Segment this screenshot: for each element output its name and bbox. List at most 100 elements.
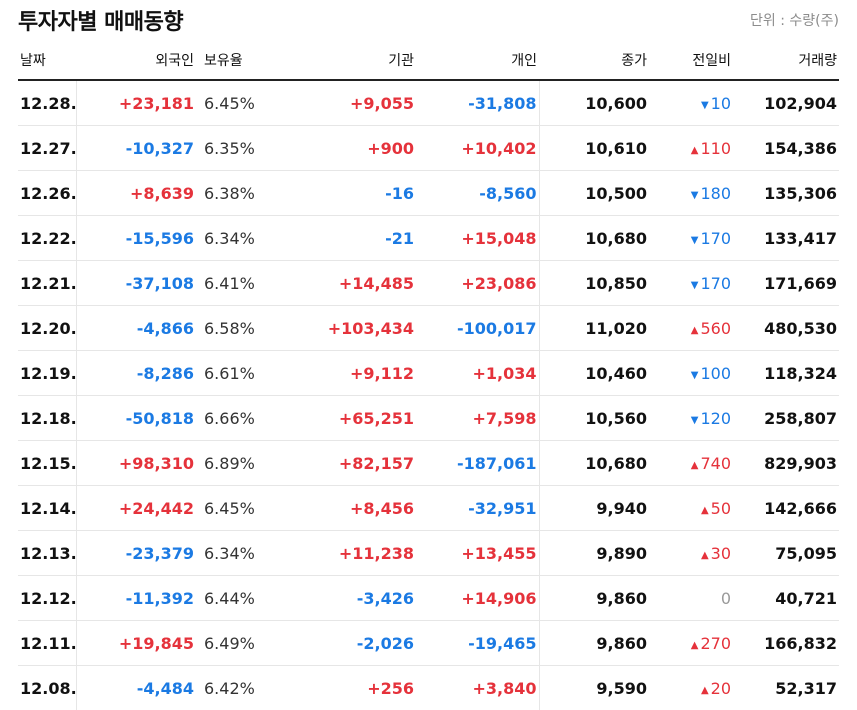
cell-date: 12.28. xyxy=(18,80,76,126)
triangle-up-icon: ▲ xyxy=(691,145,699,156)
cell-change: ▲50 xyxy=(649,486,733,531)
cell-date: 12.26. xyxy=(18,171,76,216)
cell-close: 10,560 xyxy=(539,396,649,441)
cell-close: 10,680 xyxy=(539,441,649,486)
cell-change: ▼170 xyxy=(649,261,733,306)
cell-date: 12.19. xyxy=(18,351,76,396)
cell-institution: +8,456 xyxy=(266,486,416,531)
cell-close: 10,680 xyxy=(539,216,649,261)
change-value: 180 xyxy=(700,184,731,203)
cell-date: 12.11. xyxy=(18,621,76,666)
cell-foreign: +24,442 xyxy=(76,486,200,531)
triangle-up-icon: ▲ xyxy=(701,550,709,561)
triangle-down-icon: ▼ xyxy=(691,280,699,291)
triangle-down-icon: ▼ xyxy=(691,415,699,426)
cell-foreign: +23,181 xyxy=(76,80,200,126)
cell-foreign: -11,392 xyxy=(76,576,200,621)
cell-close: 9,890 xyxy=(539,531,649,576)
cell-foreign: -8,286 xyxy=(76,351,200,396)
triangle-down-icon: ▼ xyxy=(691,190,699,201)
cell-date: 12.14. xyxy=(18,486,76,531)
cell-date: 12.13. xyxy=(18,531,76,576)
triangle-down-icon: ▼ xyxy=(691,235,699,246)
cell-foreign: -15,596 xyxy=(76,216,200,261)
cell-foreign: -4,866 xyxy=(76,306,200,351)
cell-change: ▲270 xyxy=(649,621,733,666)
cell-foreign: +19,845 xyxy=(76,621,200,666)
cell-holding: 6.34% xyxy=(200,216,266,261)
cell-volume: 166,832 xyxy=(733,621,839,666)
cell-individual: -8,560 xyxy=(416,171,539,216)
panel-title: 투자자별 매매동향 xyxy=(18,4,183,36)
triangle-up-icon: ▲ xyxy=(691,460,699,471)
cell-foreign: +8,639 xyxy=(76,171,200,216)
unit-label: 단위 : 수량(주) xyxy=(750,10,839,30)
cell-close: 11,020 xyxy=(539,306,649,351)
cell-date: 12.12. xyxy=(18,576,76,621)
investor-trading-table: 날짜 외국인 보유율 기관 개인 종가 전일비 거래량 12.28.+23,18… xyxy=(18,41,839,710)
cell-foreign: -4,484 xyxy=(76,666,200,710)
cell-change: ▼180 xyxy=(649,171,733,216)
cell-institution: -16 xyxy=(266,171,416,216)
triangle-up-icon: ▲ xyxy=(691,325,699,336)
change-value: 120 xyxy=(700,409,731,428)
cell-change: ▲30 xyxy=(649,531,733,576)
cell-individual: -31,808 xyxy=(416,80,539,126)
cell-foreign: -37,108 xyxy=(76,261,200,306)
cell-individual: -100,017 xyxy=(416,306,539,351)
cell-close: 10,600 xyxy=(539,80,649,126)
change-value: 20 xyxy=(711,679,731,698)
cell-individual: +7,598 xyxy=(416,396,539,441)
cell-change: ▲20 xyxy=(649,666,733,710)
cell-close: 9,590 xyxy=(539,666,649,710)
cell-volume: 829,903 xyxy=(733,441,839,486)
header-individual: 개인 xyxy=(416,41,539,80)
cell-institution: +103,434 xyxy=(266,306,416,351)
cell-individual: +15,048 xyxy=(416,216,539,261)
cell-change: 0 xyxy=(649,576,733,621)
cell-close: 9,860 xyxy=(539,576,649,621)
cell-close: 9,940 xyxy=(539,486,649,531)
cell-institution: +900 xyxy=(266,126,416,171)
change-value: 50 xyxy=(711,499,731,518)
triangle-up-icon: ▲ xyxy=(691,640,699,651)
change-value: 560 xyxy=(700,319,731,338)
cell-individual: +10,402 xyxy=(416,126,539,171)
change-value: 270 xyxy=(700,634,731,653)
cell-holding: 6.61% xyxy=(200,351,266,396)
cell-holding: 6.89% xyxy=(200,441,266,486)
change-value: 170 xyxy=(700,229,731,248)
cell-institution: +65,251 xyxy=(266,396,416,441)
cell-change: ▼100 xyxy=(649,351,733,396)
cell-holding: 6.49% xyxy=(200,621,266,666)
cell-foreign: -10,327 xyxy=(76,126,200,171)
cell-volume: 135,306 xyxy=(733,171,839,216)
cell-volume: 52,317 xyxy=(733,666,839,710)
change-value: 0 xyxy=(721,589,731,608)
triangle-up-icon: ▲ xyxy=(701,505,709,516)
cell-individual: -187,061 xyxy=(416,441,539,486)
cell-individual: +1,034 xyxy=(416,351,539,396)
triangle-up-icon: ▲ xyxy=(701,685,709,696)
cell-volume: 480,530 xyxy=(733,306,839,351)
cell-volume: 102,904 xyxy=(733,80,839,126)
cell-individual: +13,455 xyxy=(416,531,539,576)
change-value: 170 xyxy=(700,274,731,293)
table-header-row: 날짜 외국인 보유율 기관 개인 종가 전일비 거래량 xyxy=(18,41,839,80)
cell-holding: 6.38% xyxy=(200,171,266,216)
cell-change: ▲110 xyxy=(649,126,733,171)
cell-holding: 6.45% xyxy=(200,486,266,531)
triangle-down-icon: ▼ xyxy=(691,370,699,381)
cell-holding: 6.45% xyxy=(200,80,266,126)
change-value: 110 xyxy=(700,139,731,158)
cell-date: 12.22. xyxy=(18,216,76,261)
cell-volume: 154,386 xyxy=(733,126,839,171)
cell-close: 10,850 xyxy=(539,261,649,306)
